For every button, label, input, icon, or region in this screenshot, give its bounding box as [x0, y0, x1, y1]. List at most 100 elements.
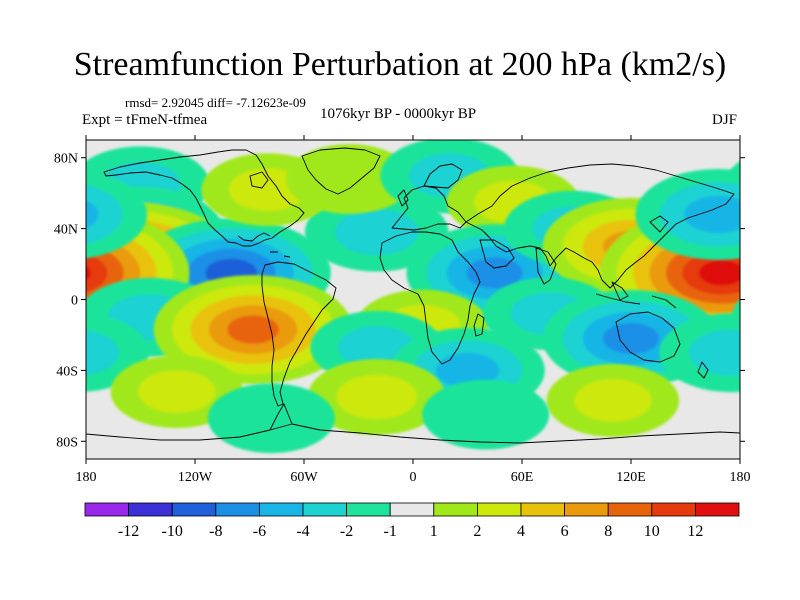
contour-level-pos-2 — [336, 374, 417, 420]
contour-level-pos-8 — [227, 315, 279, 344]
colorbar-label: -1 — [384, 523, 397, 540]
colorbar-box — [476, 502, 522, 517]
contour-level-neg-2 — [762, 294, 800, 340]
contour-level-neg-1 — [207, 383, 335, 454]
coastline-madagascar — [473, 313, 485, 337]
x-tick-label: 120E — [616, 470, 646, 485]
colorbar-label: -6 — [253, 523, 266, 540]
colorbar-label: -10 — [162, 523, 183, 540]
coastline-japan — [649, 215, 669, 233]
coastline-hudson-bay — [249, 171, 269, 189]
x-tick-label: 60W — [290, 470, 318, 485]
colorbar-label: 4 — [517, 523, 525, 540]
colorbar-box — [84, 502, 129, 517]
right-subtitle: DJF — [712, 112, 738, 128]
coastline-new-zealand — [697, 361, 709, 379]
x-tick-label: 180 — [76, 470, 97, 485]
contour-level-neg-1 — [422, 379, 550, 450]
colorbar-label: -12 — [118, 523, 139, 540]
colorbar-box — [215, 502, 260, 517]
colorbar-label: -4 — [296, 523, 309, 540]
colorbar: -12 -10 -8 -6 -4 -2 -1 1 2 4 6 8 10 12 — [84, 502, 740, 540]
colorbar-box — [607, 502, 653, 517]
colorbar-label: -2 — [340, 523, 353, 540]
colorbar-box — [389, 502, 435, 517]
y-tick-label: 40N — [54, 223, 78, 238]
coastline-antarctica — [86, 423, 740, 444]
contour-level-pos-10 — [86, 253, 108, 293]
colorbar-label: 6 — [561, 523, 569, 540]
colorbar-box — [302, 502, 347, 517]
colorbar-label: 8 — [604, 523, 612, 540]
colorbar-label: -8 — [209, 523, 222, 540]
contour-field-layer — [86, 140, 800, 454]
anomaly-13 — [86, 168, 740, 260]
contour-level-pos-1 — [285, 144, 413, 214]
colorbar-box — [128, 502, 173, 517]
contour-level-neg-2 — [754, 162, 800, 206]
x-tick-label: 0 — [410, 470, 417, 485]
contour-level-neg-2 — [86, 330, 119, 376]
contour-level-pos-12 — [86, 265, 91, 281]
colorbar-box — [651, 502, 696, 517]
colorbar-box — [695, 502, 740, 517]
coastline-south-america — [261, 261, 337, 407]
contour-level-neg-2 — [736, 220, 740, 244]
contour-level-neg-4 — [684, 195, 740, 234]
contour-level-neg-6 — [602, 323, 660, 354]
coastline-africa — [379, 231, 481, 365]
contour-level-neg-2 — [334, 209, 419, 256]
anomaly-25 — [422, 379, 550, 450]
colorbar-label: 2 — [473, 523, 481, 540]
x-tick-label: 60E — [511, 470, 534, 485]
colorbar-label: 12 — [687, 523, 703, 540]
coastlines — [86, 147, 740, 444]
left-subtitle: Expt = tFmeN-tfmea — [82, 112, 208, 128]
anomaly-6 — [285, 144, 413, 214]
anomaly-24 — [546, 364, 680, 437]
colorbar-box — [520, 502, 565, 517]
y-tick-label: 40S — [56, 364, 78, 379]
x-tick-label: 120W — [178, 470, 213, 485]
anomaly-15 — [153, 275, 353, 385]
coastline-north-america — [103, 149, 305, 247]
x-tick-label: 180 — [730, 470, 751, 485]
contour-level-neg-2 — [86, 184, 123, 245]
contour-level-pos-10 — [736, 259, 740, 276]
chart-title: Streamfunction Perturbation at 200 hPa (… — [73, 46, 727, 83]
coastline-greenland — [301, 147, 381, 195]
coastline-india — [535, 247, 557, 285]
center-subtitle: 1076kyr BP - 0000kyr BP — [320, 106, 477, 122]
colorbar-label: 1 — [430, 523, 438, 540]
contour-level-neg-1 — [731, 298, 740, 336]
contour-level-pos-12 — [753, 255, 799, 280]
colorbar-box — [433, 502, 478, 517]
coastline-arabia — [479, 239, 515, 269]
coastline-caribbean — [270, 251, 291, 258]
y-tick-label: 0 — [71, 294, 78, 309]
colorbar-box — [258, 502, 304, 517]
anomaly-23 — [307, 359, 446, 435]
contour-level-pos-12 — [698, 260, 740, 286]
stats-text: rmsd= 2.92045 diff= -7.12623e-09 — [125, 95, 306, 110]
anomaly-26 — [207, 383, 335, 454]
contour-level-pos-2 — [574, 379, 652, 422]
contour-level-neg-4 — [760, 213, 800, 250]
anomaly-21 — [86, 313, 740, 393]
colorbar-label: 10 — [644, 523, 660, 540]
coastline-asia — [465, 163, 735, 289]
coastline-antarctic-peninsula — [269, 403, 293, 431]
contour-level-neg-4 — [86, 200, 99, 229]
colorbar-box — [171, 502, 217, 517]
coastline-uk — [397, 189, 409, 207]
colorbar-box — [564, 502, 609, 517]
coastline-scandinavia — [423, 163, 463, 189]
coastline-gulf-of-mexico — [237, 232, 271, 242]
contour-level-pos-2 — [138, 370, 216, 413]
contour-level-neg-4 — [435, 352, 500, 388]
colorbar-box — [346, 502, 391, 517]
contour-level-neg-2 — [689, 329, 740, 376]
coastline-indonesia — [595, 281, 677, 309]
contour-level-neg-6 — [466, 257, 523, 289]
